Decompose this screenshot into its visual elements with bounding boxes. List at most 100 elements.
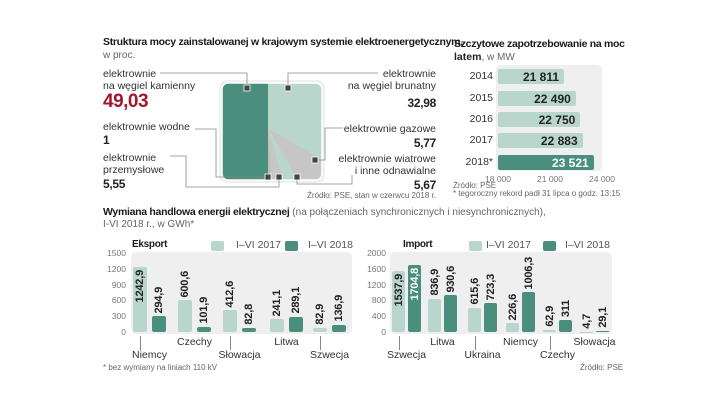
bar-2018 — [242, 327, 256, 332]
value-label: 136,9 — [333, 295, 345, 322]
value-label: 289,1 — [290, 287, 302, 314]
value-industrial: 5,55 — [103, 177, 126, 191]
y-tick-label: 2000 — [367, 248, 386, 258]
category-label: Słowacja — [573, 336, 616, 348]
bar-2018 — [484, 303, 497, 332]
y-tick-label: 300 — [111, 311, 126, 322]
bar-2017 — [543, 329, 556, 332]
category-label: Czechy — [539, 349, 576, 361]
structure-unit: w proc. — [103, 50, 136, 61]
structure-title: Struktura mocy zainstalowanej w krajowym… — [103, 36, 463, 48]
import-title: Import — [403, 239, 433, 250]
value-gas: 5,77 — [413, 136, 436, 150]
legend-swatch-2017-import — [469, 241, 482, 251]
category-label: Niemcy — [502, 336, 539, 348]
peak-value: 22 750 — [538, 113, 576, 127]
peak-source: Źródło: PSE — [453, 181, 497, 190]
value-label: 311 — [560, 299, 572, 317]
y-tick-label: 400 — [371, 311, 386, 322]
export-title: Eksport — [132, 239, 168, 250]
bar-2017 — [270, 319, 284, 332]
peak-value: 22 490 — [534, 92, 571, 106]
value-label: 930,6 — [445, 265, 457, 293]
value-wind: 5,67 — [413, 178, 436, 192]
bar-2018 — [408, 264, 421, 332]
value-label: 29,1 — [597, 307, 609, 328]
category-label: Niemcy — [131, 349, 168, 361]
leader-line — [474, 336, 476, 350]
legend-label-2018: I–VI 2018 — [308, 239, 353, 251]
bar-2017 — [313, 327, 327, 332]
bar-2017 — [580, 331, 593, 334]
segment-coal — [222, 83, 268, 180]
legend-label-2018-import: I–VI 2018 — [565, 239, 610, 251]
value-label: 226,6 — [507, 293, 519, 321]
category-label: Szwecja — [309, 349, 350, 361]
label-wind: elektrownie wiatrowe i inne odnawialne — [338, 153, 436, 177]
peak-bar: 22 883 — [498, 133, 583, 148]
peak-bar: 21 811 — [498, 69, 565, 84]
bar-2018 — [332, 324, 346, 332]
year-label: 2017 — [469, 134, 493, 146]
bar-2018 — [522, 292, 535, 332]
category-label: Słowacja — [218, 349, 261, 361]
value-label: 4,7 — [581, 314, 593, 329]
y-tick-label: 1200 — [107, 263, 126, 274]
label-gas: elektrownie gazowe — [343, 123, 436, 135]
peak-title: Szczytowe zapotrzebowanie na moc — [454, 38, 625, 50]
value-label: 82,9 — [314, 304, 326, 325]
value-label: 600,6 — [179, 270, 191, 298]
legend-swatch-2017 — [211, 241, 224, 251]
trade-footnote: * bez wymiany na liniach 110 kV — [103, 363, 218, 372]
bar-2018 — [444, 295, 457, 332]
value-label: 723,3 — [485, 273, 497, 301]
year-label: 2015 — [469, 92, 493, 104]
legend-swatch-2018 — [285, 241, 298, 251]
category-label: Szwecja — [386, 349, 427, 361]
category-label: Litwa — [274, 336, 299, 348]
value-coal: 49,03 — [103, 91, 149, 112]
bar-2018 — [559, 319, 572, 332]
value-hydro: 1 — [103, 133, 110, 147]
value-label: 294,9 — [153, 286, 165, 314]
peak-bar: 22 490 — [498, 91, 576, 106]
value-label: 1537,9 — [393, 274, 405, 307]
bar-2017 — [178, 300, 192, 332]
value-label: 1242,9 — [134, 269, 146, 302]
legend-label-2017-import: I–VI 2017 — [486, 239, 531, 251]
label-lignite: elektrownie na węgiel brunatny — [347, 68, 436, 92]
value-label: 62,9 — [544, 305, 556, 327]
label-hydro: elektrownie wodne — [103, 121, 190, 133]
leader-lines — [160, 72, 378, 188]
bar-2017 — [392, 271, 405, 332]
value-label: 101,9 — [198, 297, 210, 324]
value-lignite: 32,98 — [407, 96, 436, 110]
category-label: Litwa — [430, 336, 455, 348]
value-label: 1704,8 — [409, 267, 421, 301]
leader-line — [398, 336, 400, 350]
segment-gas — [268, 128, 322, 180]
value-label: 615,6 — [469, 278, 481, 305]
category-label: Czechy — [176, 336, 213, 348]
y-tick-label: 800 — [371, 295, 386, 306]
peak-bar: 23 521 — [498, 155, 594, 170]
peak-value: 21 811 — [523, 70, 560, 84]
structure-source: Źródło: PSE, stan w czerwcu 2018 r. — [307, 191, 436, 200]
value-label: 836,9 — [429, 269, 441, 296]
bar-2018 — [289, 316, 303, 332]
leader-line — [549, 336, 551, 350]
label-coal: elektrownie na węgiel kamienny — [103, 68, 196, 92]
x-tick-label: 18 000 — [485, 174, 511, 184]
y-tick-label: 0 — [381, 327, 386, 337]
value-label: 82,8 — [243, 304, 255, 325]
leader-line — [230, 336, 231, 350]
y-tick-label: 900 — [111, 279, 126, 290]
trade-title: Wymiana handlowa energii elektrycznej (n… — [103, 206, 546, 218]
bar-2018 — [197, 326, 211, 332]
y-tick-label: 0 — [121, 327, 126, 337]
y-tick-label: 1200 — [367, 279, 386, 290]
import-panel — [390, 252, 612, 334]
value-label: 412,6 — [224, 280, 236, 308]
